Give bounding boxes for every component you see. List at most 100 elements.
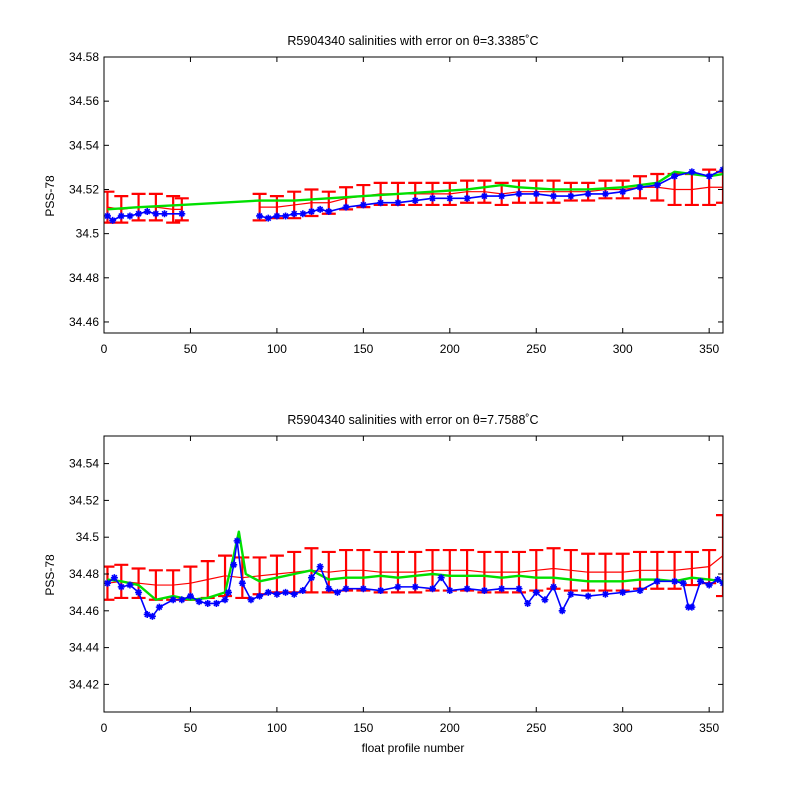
bottom-panel-x-tick-label: 250 — [526, 721, 546, 735]
bottom-panel-raw-salinity-point — [325, 585, 333, 593]
top-panel: R5904340 salinities with error on θ=3.33… — [43, 34, 724, 356]
top-panel-climatology-line — [107, 170, 723, 211]
bottom-panel-raw-salinity-point — [446, 587, 454, 595]
bottom-panel-raw-salinity-point — [307, 574, 315, 582]
bottom-panel-raw-salinity-point — [233, 537, 241, 545]
top-panel-raw-salinity-point — [290, 210, 298, 218]
bottom-panel-raw-salinity-point — [636, 587, 644, 595]
top-panel-y-tick-label: 34.54 — [69, 138, 99, 152]
bottom-panel-raw-salinity-point — [480, 587, 488, 595]
bottom-panel-raw-salinity-point — [619, 588, 627, 596]
top-panel-axes-background — [104, 57, 723, 333]
bottom-panel: R5904340 salinities with error on θ=7.75… — [43, 413, 724, 755]
bottom-panel-raw-salinity-point — [377, 587, 385, 595]
bottom-panel-raw-salinity-point — [148, 612, 156, 620]
bottom-panel-raw-salinity-point — [714, 576, 722, 584]
top-panel-raw-salinity-point — [653, 181, 661, 189]
bottom-panel-raw-salinity-point — [135, 588, 143, 596]
bottom-panel-climatology-line — [107, 530, 723, 601]
bottom-panel-raw-salinity-point — [671, 577, 679, 585]
top-panel-raw-salinity-point — [299, 210, 307, 218]
bottom-panel-adjusted-salinity-with-error-errorbar — [598, 552, 613, 592]
bottom-panel-y-tick-label: 34.54 — [69, 457, 99, 471]
top-panel-raw-salinity-point — [359, 201, 367, 209]
bottom-panel-raw-salinity-point — [273, 590, 281, 598]
top-panel-raw-salinity-point — [567, 192, 575, 200]
top-panel-raw-salinity-point — [104, 212, 111, 220]
bottom-panel-raw-salinity-point — [653, 577, 661, 585]
top-panel-raw-salinity-point — [377, 199, 385, 207]
bottom-panel-raw-salinity-point — [256, 592, 264, 600]
bottom-panel-x-tick-label: 100 — [267, 721, 287, 735]
bottom-panel-raw-salinity-point — [155, 603, 163, 611]
top-panel-raw-salinity-point — [342, 203, 350, 211]
bottom-panel-raw-salinity-point — [688, 603, 696, 611]
bottom-panel-raw-salinity-point — [463, 585, 471, 593]
bottom-panel-y-tick-label: 34.42 — [69, 677, 99, 691]
bottom-panel-y-tick-label: 34.52 — [69, 493, 99, 507]
top-panel-raw-salinity-point — [135, 210, 143, 218]
top-panel-x-tick-label: 200 — [440, 342, 460, 356]
top-panel-raw-salinity-point — [109, 216, 117, 224]
top-panel-raw-salinity-point — [446, 194, 454, 202]
top-panel-y-tick-label: 34.46 — [69, 315, 99, 329]
bottom-panel-raw-salinity-point — [532, 588, 540, 596]
top-panel-y-tick-label: 34.5 — [76, 227, 100, 241]
bottom-panel-x-tick-label: 50 — [184, 721, 198, 735]
bottom-panel-raw-salinity-point — [584, 592, 592, 600]
bottom-panel-raw-salinity-point — [333, 588, 341, 596]
top-panel-raw-salinity-point — [671, 172, 679, 180]
bottom-panel-raw-salinity-point — [705, 581, 713, 589]
top-panel-raw-salinity-point — [619, 188, 627, 196]
bottom-panel-raw-salinity-point — [221, 596, 229, 604]
top-panel-raw-salinity-point — [480, 192, 488, 200]
top-panel-raw-salinity-point — [429, 194, 437, 202]
bottom-panel-raw-salinity-point — [316, 563, 324, 571]
bottom-panel-raw-salinity-point — [515, 585, 523, 593]
top-panel-axes-frame — [103, 56, 724, 334]
bottom-panel-raw-salinity-point — [558, 607, 566, 615]
bottom-panel-raw-salinity-point — [282, 588, 290, 596]
bottom-panel-adjusted-salinity-with-error-errorbar — [684, 550, 699, 587]
top-panel-raw-salinity-point — [636, 183, 644, 191]
top-panel-raw-salinity-point — [532, 190, 540, 198]
bottom-panel-raw-salinity-point — [212, 599, 220, 607]
top-panel-x-tick-label: 100 — [267, 342, 287, 356]
bottom-panel-y-tick-label: 34.48 — [69, 567, 99, 581]
top-panel-raw-salinity-point — [498, 192, 506, 200]
bottom-panel-raw-salinity-point — [195, 598, 203, 606]
bottom-panel-raw-salinity-point — [230, 561, 238, 569]
bottom-panel-raw-salinity-point — [186, 592, 194, 600]
bottom-panel-raw-salinity-point — [437, 574, 445, 582]
top-panel-x-tick-label: 300 — [613, 342, 633, 356]
bottom-panel-raw-salinity-point — [247, 596, 255, 604]
top-panel-raw-salinity-point — [282, 212, 290, 220]
bottom-panel-raw-salinity-point — [567, 590, 575, 598]
top-panel-x-tick-label: 150 — [353, 342, 373, 356]
top-panel-adjusted-salinity-with-error-errorbar — [166, 195, 181, 224]
top-panel-raw-salinity-point — [316, 205, 324, 213]
bottom-panel-raw-salinity-point — [110, 574, 118, 582]
bottom-panel-title: R5904340 salinities with error on θ=7.75… — [287, 413, 538, 427]
bottom-panel-raw-salinity-point — [342, 585, 350, 593]
bottom-panel-y-axis-label: PSS-78 — [43, 554, 57, 596]
bottom-panel-x-tick-label: 200 — [440, 721, 460, 735]
bottom-panel-raw-salinity-point — [238, 579, 246, 587]
bottom-panel-raw-salinity-point — [498, 585, 506, 593]
bottom-panel-raw-salinity-point — [697, 577, 705, 585]
top-panel-raw-salinity-point — [515, 190, 523, 198]
bottom-panel-raw-salinity-point — [264, 588, 272, 596]
top-panel-raw-salinity-point — [584, 190, 592, 198]
top-panel-y-tick-label: 34.52 — [69, 182, 99, 196]
bottom-panel-raw-salinity-point — [204, 599, 212, 607]
bottom-panel-raw-salinity-point — [290, 590, 298, 598]
top-panel-raw-salinity-point — [601, 190, 609, 198]
bottom-panel-raw-salinity-point — [679, 579, 687, 587]
bottom-panel-adjusted-salinity-with-error-errorbar — [581, 552, 596, 592]
bottom-panel-raw-salinity-point — [541, 596, 549, 604]
top-panel-raw-salinity-point — [143, 208, 151, 216]
top-panel-raw-salinity-point — [411, 197, 419, 205]
bottom-panel-plot-area: 0 50 100 150 200 250 300 350 34.42 34.44 34.46 34.4… — [69, 435, 724, 735]
top-panel-raw-salinity-point — [463, 194, 471, 202]
